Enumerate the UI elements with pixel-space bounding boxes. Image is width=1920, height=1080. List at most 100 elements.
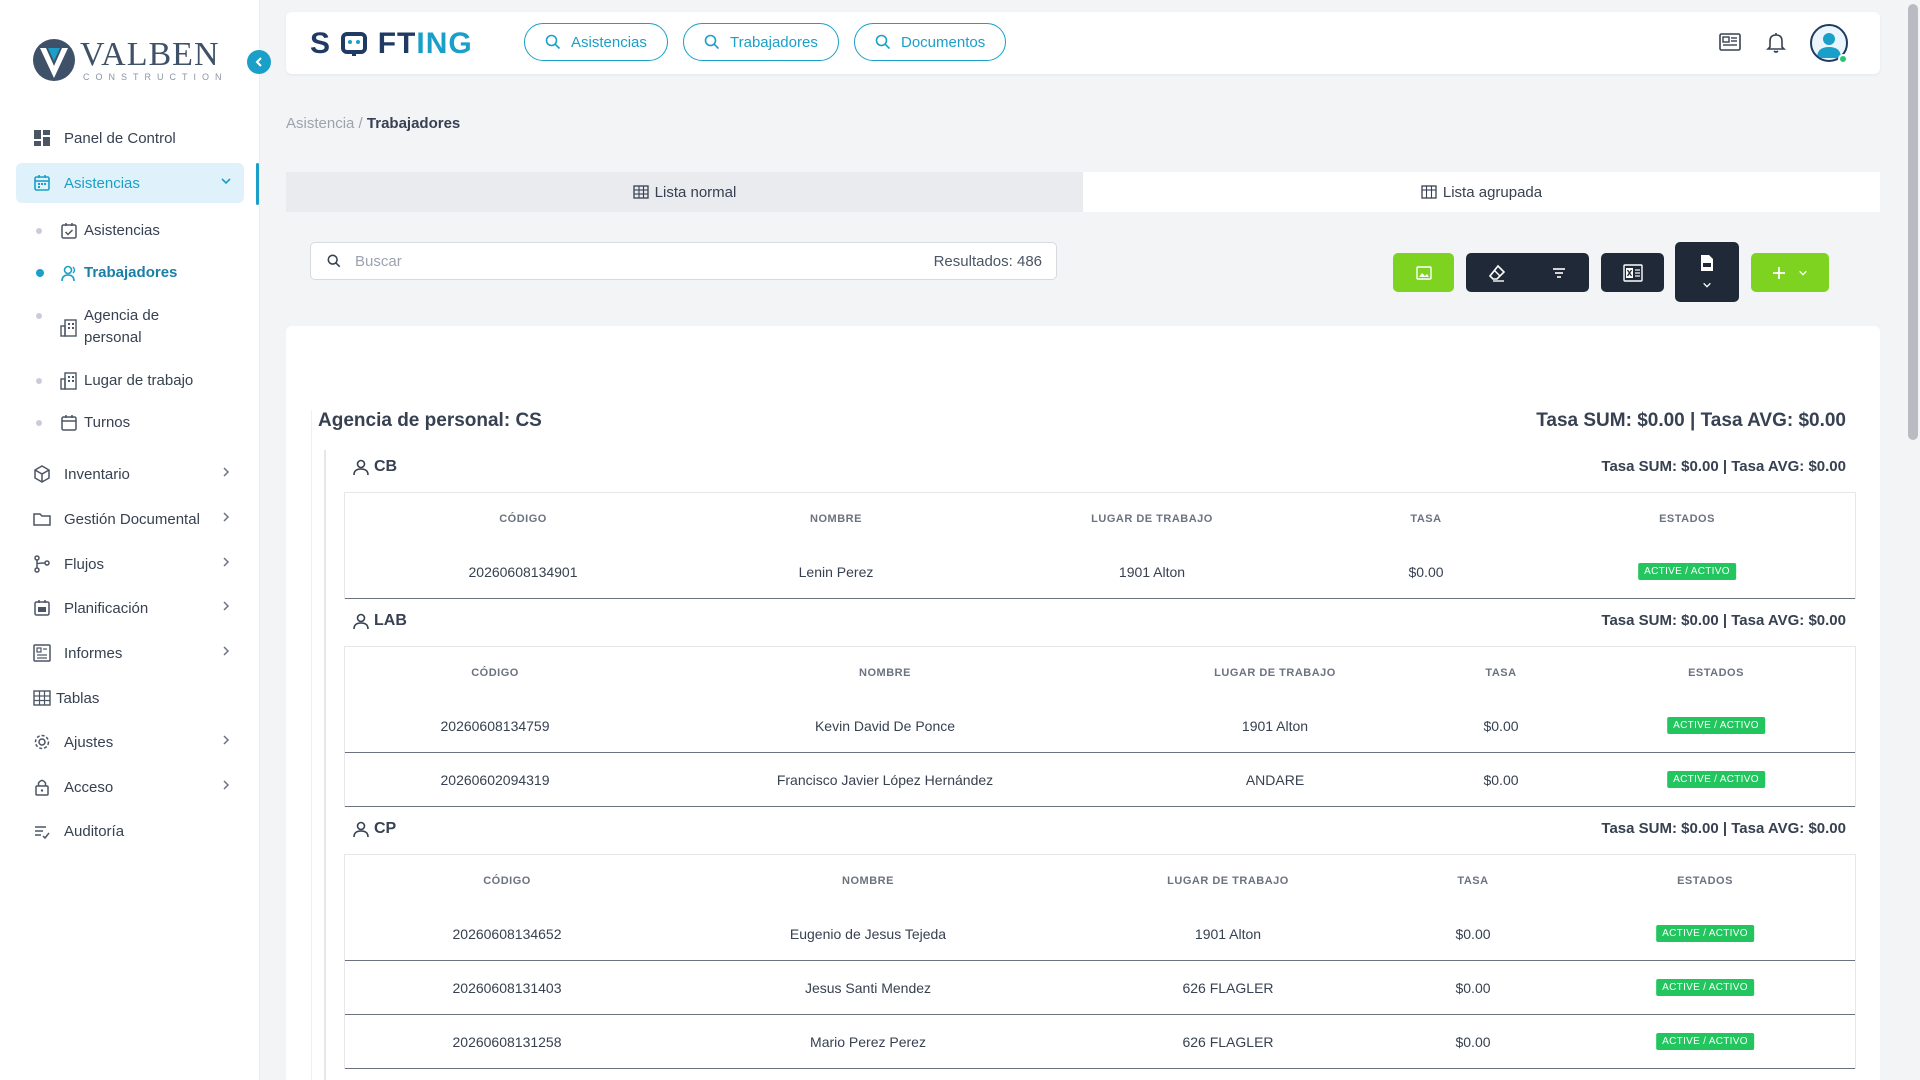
filter-button[interactable] <box>1551 266 1567 280</box>
sidebar-item-auditoria[interactable]: Auditoría <box>16 811 244 851</box>
page-scrollbar-thumb[interactable] <box>1908 4 1918 440</box>
tab-lista-normal[interactable]: Lista normal <box>286 172 1083 212</box>
sidebar-subitem-asistencias[interactable]: Asistencias <box>36 220 246 242</box>
column-header-codigo[interactable]: CÓDIGO <box>499 513 547 525</box>
active-indicator <box>256 163 259 205</box>
cell-lugar: 1901 Alton <box>1118 563 1186 580</box>
table-row[interactable]: 20260608134759 Kevin David De Ponce 1901… <box>345 699 1855 753</box>
cell-codigo: 20260608131403 <box>452 979 562 996</box>
table-header-row: CÓDIGO NOMBRE LUGAR DE TRABAJO TASA ESTA… <box>345 647 1855 699</box>
sidebar-item-label: Ajustes <box>64 733 114 751</box>
column-header-tasa[interactable]: TASA <box>1410 513 1442 525</box>
user-icon <box>353 821 369 838</box>
user-avatar[interactable] <box>1810 24 1848 62</box>
sidebar-item-ajustes[interactable]: Ajustes <box>16 722 244 762</box>
subgroup-table-cb: CÓDIGO NOMBRE LUGAR DE TRABAJO TASA ESTA… <box>344 492 1856 599</box>
sidebar-item-planificacion[interactable]: Planificación <box>16 588 244 628</box>
column-header-tasa[interactable]: TASA <box>1457 875 1489 887</box>
table-row[interactable]: 20260608134901 Lenin Perez 1901 Alton $0… <box>345 545 1855 599</box>
sidebar: VALBEN CONSTRUCTION Panel de Control Asi… <box>0 0 271 1080</box>
column-header-nombre[interactable]: NOMBRE <box>810 513 862 525</box>
table-row[interactable]: 20260608134652 Eugenio de Jesus Tejeda 1… <box>345 907 1855 961</box>
subgroup-header-lab: LAB <box>352 612 407 630</box>
column-header-lugar[interactable]: LUGAR DE TRABAJO <box>1214 667 1336 679</box>
column-header-codigo[interactable]: CÓDIGO <box>483 875 531 887</box>
bullet-dot <box>36 420 42 426</box>
column-header-estados[interactable]: ESTADOS <box>1677 875 1733 887</box>
sidebar-item-informes[interactable]: Informes <box>16 633 244 673</box>
sidebar-subitem-turnos[interactable]: Turnos <box>36 412 246 434</box>
column-header-estados[interactable]: ESTADOS <box>1688 667 1744 679</box>
column-header-nombre[interactable]: NOMBRE <box>842 875 894 887</box>
bell-icon[interactable] <box>1764 30 1790 56</box>
news-icon[interactable] <box>1718 30 1744 56</box>
chevron-right-icon <box>220 734 232 749</box>
status-badge: ACTIVE / ACTIVO <box>1656 979 1754 996</box>
filter-icon <box>1552 267 1565 278</box>
chevron-down-icon <box>1799 270 1807 276</box>
sidebar-item-panel-de-control[interactable]: Panel de Control <box>16 118 244 158</box>
top-bar: S FTING Asistencias Trabajadores Documen… <box>286 12 1880 74</box>
table-header-row: CÓDIGO NOMBRE LUGAR DE TRABAJO TASA ESTA… <box>345 855 1855 907</box>
quick-search-documentos-button[interactable]: Documentos <box>854 23 1007 61</box>
add-new-dropdown-button[interactable] <box>1751 253 1829 292</box>
column-header-tasa[interactable]: TASA <box>1485 667 1517 679</box>
sidebar-item-label: Tablas <box>56 689 100 707</box>
tab-lista-agrupada[interactable]: Lista agrupada <box>1083 172 1880 212</box>
tab-label: Lista normal <box>654 183 737 201</box>
sidebar-item-flujos[interactable]: Flujos <box>16 544 244 584</box>
cell-nombre: Jesus Santi Mendez <box>804 979 932 996</box>
cell-codigo: 20260608134652 <box>452 925 562 942</box>
column-header-lugar[interactable]: LUGAR DE TRABAJO <box>1091 513 1213 525</box>
column-header-estados[interactable]: ESTADOS <box>1659 513 1715 525</box>
table-row[interactable]: 20260608131258 Mario Perez Perez 626 FLA… <box>345 1015 1855 1069</box>
subgroup-name: CB <box>374 458 398 475</box>
cell-nombre: Eugenio de Jesus Tejeda <box>789 925 947 942</box>
pdf-export-dropdown-button[interactable] <box>1675 242 1739 302</box>
image-export-button[interactable] <box>1393 253 1454 292</box>
quick-search-asistencias-button[interactable]: Asistencias <box>524 23 668 61</box>
sidebar-item-tablas[interactable]: Tablas <box>16 678 244 718</box>
chevron-left-icon <box>255 57 262 67</box>
calendar-icon <box>32 173 52 193</box>
subgroup-stats: Tasa SUM: $0.00 | Tasa AVG: $0.00 <box>1601 612 1846 629</box>
cell-codigo: 20260608134901 <box>468 563 578 580</box>
sidebar-item-label: Asistencias <box>64 174 140 192</box>
subgroup-name: LAB <box>374 612 407 629</box>
eraser-button[interactable] <box>1488 264 1506 282</box>
cell-lugar: ANDARE <box>1245 771 1305 788</box>
flow-icon <box>32 554 52 574</box>
excel-icon <box>1622 263 1643 282</box>
sidebar-subitem-agencia-de-personal[interactable]: Agencia de personal <box>36 305 196 349</box>
building-icon <box>60 319 77 337</box>
breadcrumb-parent-link[interactable]: Asistencia <box>286 115 355 132</box>
search-input[interactable] <box>355 252 934 270</box>
cell-estado: ACTIVE / ACTIVO <box>1638 545 1736 598</box>
chevron-right-icon <box>220 645 232 660</box>
column-header-lugar[interactable]: LUGAR DE TRABAJO <box>1167 875 1289 887</box>
collapse-sidebar-button[interactable] <box>247 50 271 74</box>
grouped-table-icon <box>1421 185 1437 199</box>
sidebar-item-asistencias[interactable]: Asistencias <box>16 163 244 203</box>
lock-icon <box>32 777 52 797</box>
column-header-nombre[interactable]: NOMBRE <box>859 667 911 679</box>
subgroup-header-cb: CB <box>352 458 397 476</box>
sidebar-subitem-trabajadores[interactable]: Trabajadores <box>36 262 246 284</box>
table-row[interactable]: 20260608131403 Jesus Santi Mendez 626 FL… <box>345 961 1855 1015</box>
search-icon <box>545 34 561 50</box>
column-header-codigo[interactable]: CÓDIGO <box>471 667 519 679</box>
sidebar-subitem-lugar-de-trabajo[interactable]: Lugar de trabajo <box>36 370 246 392</box>
sidebar-item-gestion-documental[interactable]: Gestión Documental <box>16 499 244 539</box>
pdf-file-icon <box>1701 255 1713 271</box>
subgroup-stats: Tasa SUM: $0.00 | Tasa AVG: $0.00 <box>1601 820 1846 837</box>
excel-export-button[interactable] <box>1601 253 1664 292</box>
table-row[interactable]: 20260602094319 Francisco Javier López He… <box>345 753 1855 807</box>
sidebar-item-label: Acceso <box>64 778 114 796</box>
quick-search-trabajadores-button[interactable]: Trabajadores <box>683 23 839 61</box>
sidebar-item-acceso[interactable]: Acceso <box>16 767 244 807</box>
sidebar-item-inventario[interactable]: Inventario <box>16 454 244 494</box>
image-icon <box>1415 265 1432 280</box>
breadcrumb: Asistencia / Trabajadores <box>286 115 460 132</box>
subgroup-header-cp: CP <box>352 820 396 838</box>
cell-tasa: $0.00 <box>1483 771 1519 788</box>
